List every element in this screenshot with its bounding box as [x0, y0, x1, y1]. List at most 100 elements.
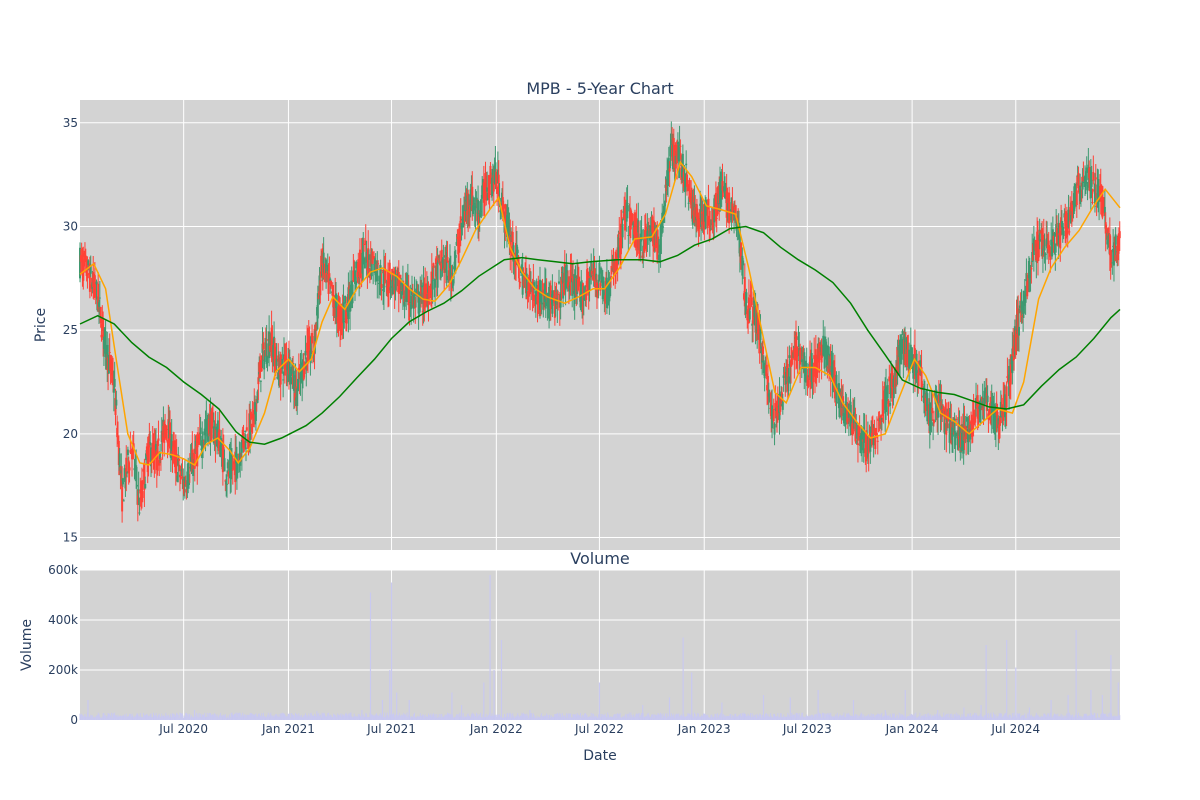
candle-body — [946, 418, 949, 422]
candle-body — [1079, 185, 1082, 202]
candle-body — [787, 376, 790, 383]
candle-body — [171, 451, 174, 457]
price-y-axis-title: Price — [33, 308, 49, 342]
candle-body — [747, 297, 750, 324]
candle-body — [602, 277, 605, 290]
candle-body — [112, 371, 115, 385]
candle-body — [965, 416, 968, 422]
candle-body — [413, 291, 416, 297]
candle-body — [1021, 315, 1024, 318]
candle-body — [245, 427, 248, 431]
candle-body — [640, 229, 643, 241]
candle-body — [776, 404, 779, 421]
candle-body — [365, 252, 368, 263]
candle-body — [1044, 253, 1047, 255]
candle-body — [804, 364, 807, 383]
candle-body — [517, 256, 520, 268]
candle-body — [522, 280, 525, 286]
candle-body — [785, 366, 788, 385]
candle-body — [319, 280, 322, 296]
candle-body — [452, 280, 455, 286]
candle-body — [554, 301, 557, 304]
candle-body — [328, 273, 331, 281]
candle-body — [690, 193, 693, 203]
candle-body — [448, 258, 451, 269]
candle-body — [164, 426, 167, 439]
candle-body — [97, 302, 100, 307]
candle-body — [655, 225, 658, 228]
candle-body — [610, 275, 613, 277]
candle-body — [487, 175, 490, 199]
candle-body — [998, 424, 1001, 439]
candle-body — [157, 438, 160, 441]
candle-body — [859, 436, 862, 453]
candle-body — [795, 335, 798, 361]
candle-body — [901, 330, 904, 334]
candle-body — [363, 243, 366, 245]
candle-body — [327, 274, 330, 294]
candle-body — [1069, 207, 1072, 221]
candle-body — [751, 323, 754, 326]
candle-body — [446, 257, 449, 262]
candle-body — [805, 363, 808, 368]
candle-body — [1115, 255, 1118, 262]
candle-body — [226, 483, 229, 485]
candle-body — [932, 422, 935, 426]
candle-body — [173, 446, 176, 448]
candle-body — [551, 290, 554, 314]
candle-body — [185, 489, 188, 493]
candle-body — [88, 263, 91, 292]
candle-body — [796, 346, 799, 357]
candle-body — [1086, 184, 1089, 191]
candle-body — [471, 186, 474, 212]
candle-body — [1005, 386, 1008, 408]
candle-body — [886, 385, 889, 399]
candle-body — [225, 480, 228, 485]
candle-body — [389, 286, 392, 291]
candle-body — [396, 269, 399, 275]
candle-body — [953, 418, 956, 433]
candle-body — [489, 165, 492, 183]
candle-body — [363, 258, 366, 269]
candle-body — [869, 437, 872, 452]
candle-body — [122, 500, 125, 502]
volume-y-tick-label: 600k — [48, 563, 78, 577]
candle-body — [402, 296, 405, 299]
candle-body — [956, 431, 959, 450]
candle-body — [562, 282, 565, 293]
candle-body — [540, 290, 543, 305]
candle-body — [477, 213, 480, 229]
candle-body — [320, 255, 323, 274]
candle-body — [595, 273, 598, 280]
candle-body — [362, 249, 365, 265]
candle-body — [508, 223, 511, 238]
candle-body — [140, 480, 143, 501]
candle-body — [331, 285, 334, 297]
candle-body — [738, 226, 741, 257]
candle-body — [557, 281, 560, 284]
candle-body — [371, 251, 374, 264]
candle-body — [875, 428, 878, 437]
candle-body — [1112, 245, 1115, 247]
candle-body — [752, 306, 755, 324]
candle-body — [425, 288, 428, 297]
candle-body — [885, 399, 888, 401]
candle-body — [931, 407, 934, 414]
candle-body — [974, 416, 977, 423]
candle-body — [197, 437, 200, 444]
candle-body — [480, 211, 483, 213]
candle-body — [908, 349, 911, 369]
candle-body — [431, 280, 434, 290]
candle-body — [856, 440, 859, 445]
candle-body — [199, 427, 202, 435]
candle-body — [192, 469, 195, 477]
candle-body — [215, 426, 218, 431]
candle-body — [335, 295, 338, 323]
candle-body — [410, 304, 413, 310]
candle-body — [627, 235, 630, 237]
price-y-ticks: 15 20 25 30 35 — [63, 116, 78, 545]
candle-body — [986, 395, 989, 403]
candle-body — [628, 205, 631, 212]
x-tick-label: Jul 2021 — [366, 722, 416, 736]
